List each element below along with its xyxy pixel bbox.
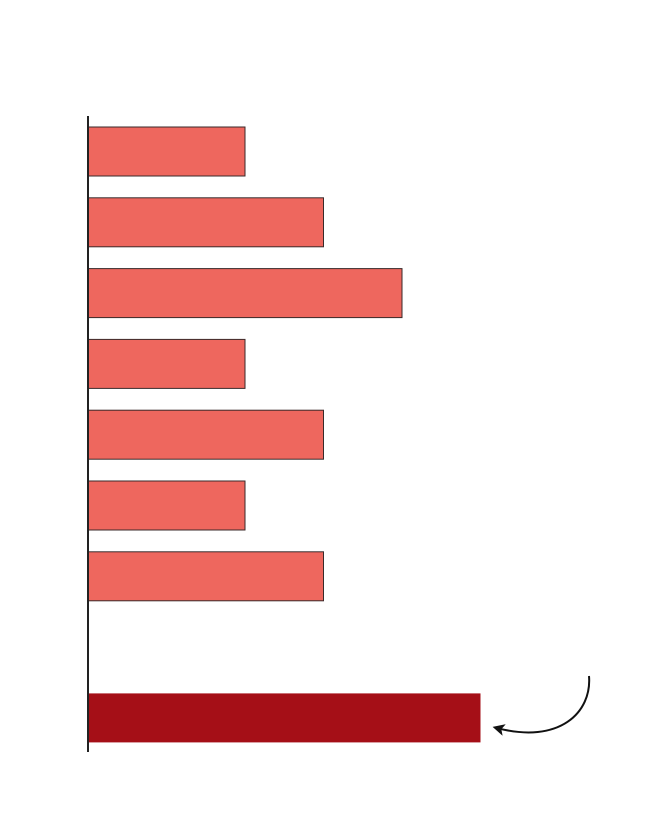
bar-2 [87, 197, 324, 248]
bar-5 [87, 409, 324, 460]
bars-layer [87, 126, 481, 743]
annotation-arrow [492, 675, 591, 736]
bar-6 [87, 480, 246, 531]
bar-4 [87, 338, 246, 389]
bar-7 [87, 551, 324, 602]
bar-3 [87, 268, 403, 319]
highlighted-bar [88, 693, 481, 743]
bar-1 [87, 126, 246, 177]
